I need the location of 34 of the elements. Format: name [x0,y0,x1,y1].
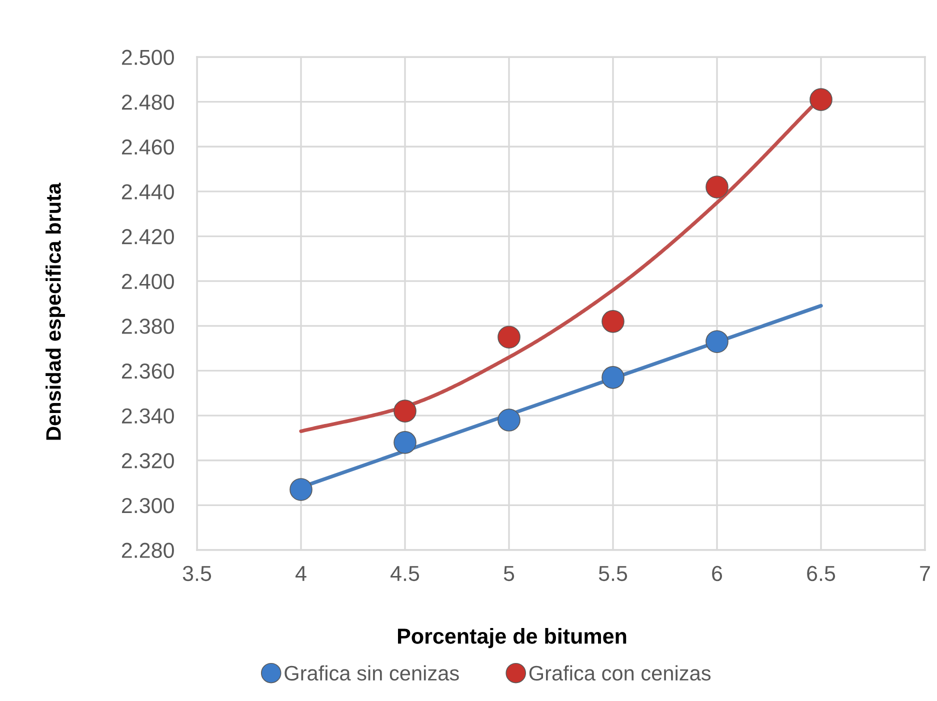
y-tick-label: 2.280 [122,542,174,558]
point [498,408,520,432]
y-tick-label: 2.420 [122,229,174,244]
x-tick-label: 7 [920,566,930,581]
y-tick-label: 2.380 [122,318,174,334]
x-axis-title: Porcentaje de bitumen [398,628,626,648]
y-tick-label: 2.360 [122,363,174,379]
x-tick-label: 5.5 [598,566,628,582]
x-tick-label: 6.5 [807,566,836,582]
point [498,326,520,349]
point [394,431,416,454]
y-tick-label: 2.440 [122,184,174,200]
y-tick-label: 2.500 [122,50,174,66]
x-tick-label: 5 [504,566,514,582]
point [290,478,312,501]
y-tick-label: 2.460 [122,139,174,155]
legend-label: Grafica sin cenizas [284,665,459,681]
y-axis-title: Densidad especifica bruta [46,182,65,440]
point [602,310,624,333]
y-tick-label: 2.400 [122,274,174,290]
point [394,400,416,422]
point [706,176,728,198]
legend-label: Grafica con cenizas [529,665,711,681]
y-tick-label: 2.340 [122,408,174,424]
y-tick-label: 2.480 [122,94,174,110]
x-tick-label: 4.5 [390,566,420,582]
point [602,366,624,389]
point [810,88,832,111]
y-tick-label: 2.300 [122,498,174,514]
x-tick-label: 3.5 [182,566,212,582]
point [706,330,728,353]
x-tick-label: 4 [296,566,306,581]
y-tick-label: 2.320 [122,453,174,468]
x-tick-label: 6 [712,566,722,582]
